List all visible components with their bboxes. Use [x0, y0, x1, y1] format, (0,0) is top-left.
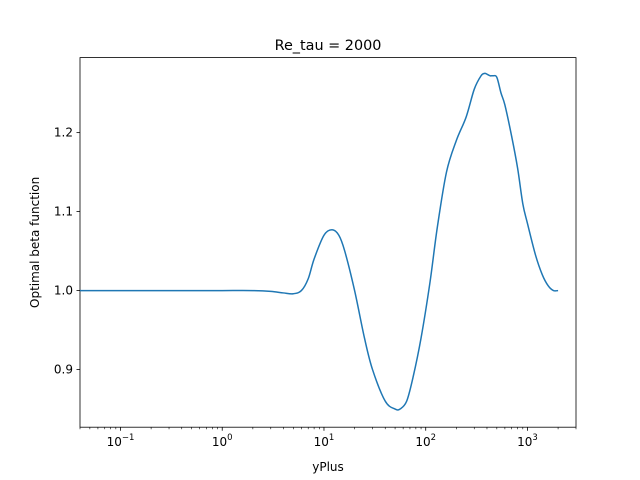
plot-frame — [79, 57, 577, 428]
series-layer — [79, 72, 559, 411]
x-tick-label: 103 — [517, 433, 538, 449]
x-tick-label: 101 — [314, 433, 335, 449]
x-tick-label: 10−1 — [107, 433, 135, 449]
x-axis: 10−1 100 101 102 103 — [79, 427, 577, 449]
y-tick-label: 1.2 — [54, 126, 73, 140]
y-tick-label: 1.0 — [54, 284, 73, 298]
chart-title: Re_tau = 2000 — [275, 38, 382, 54]
y-tick-label: 1.1 — [54, 205, 73, 219]
y-axis: 0.9 1.0 1.1 1.2 — [54, 126, 80, 377]
y-tick-label: 0.9 — [54, 363, 73, 377]
series-line-0 — [79, 72, 559, 411]
x-tick-label: 100 — [212, 433, 233, 449]
x-tick-label: 102 — [415, 433, 436, 449]
y-axis-label: Optimal beta function — [28, 177, 42, 308]
x-axis-label: yPlus — [312, 460, 344, 474]
